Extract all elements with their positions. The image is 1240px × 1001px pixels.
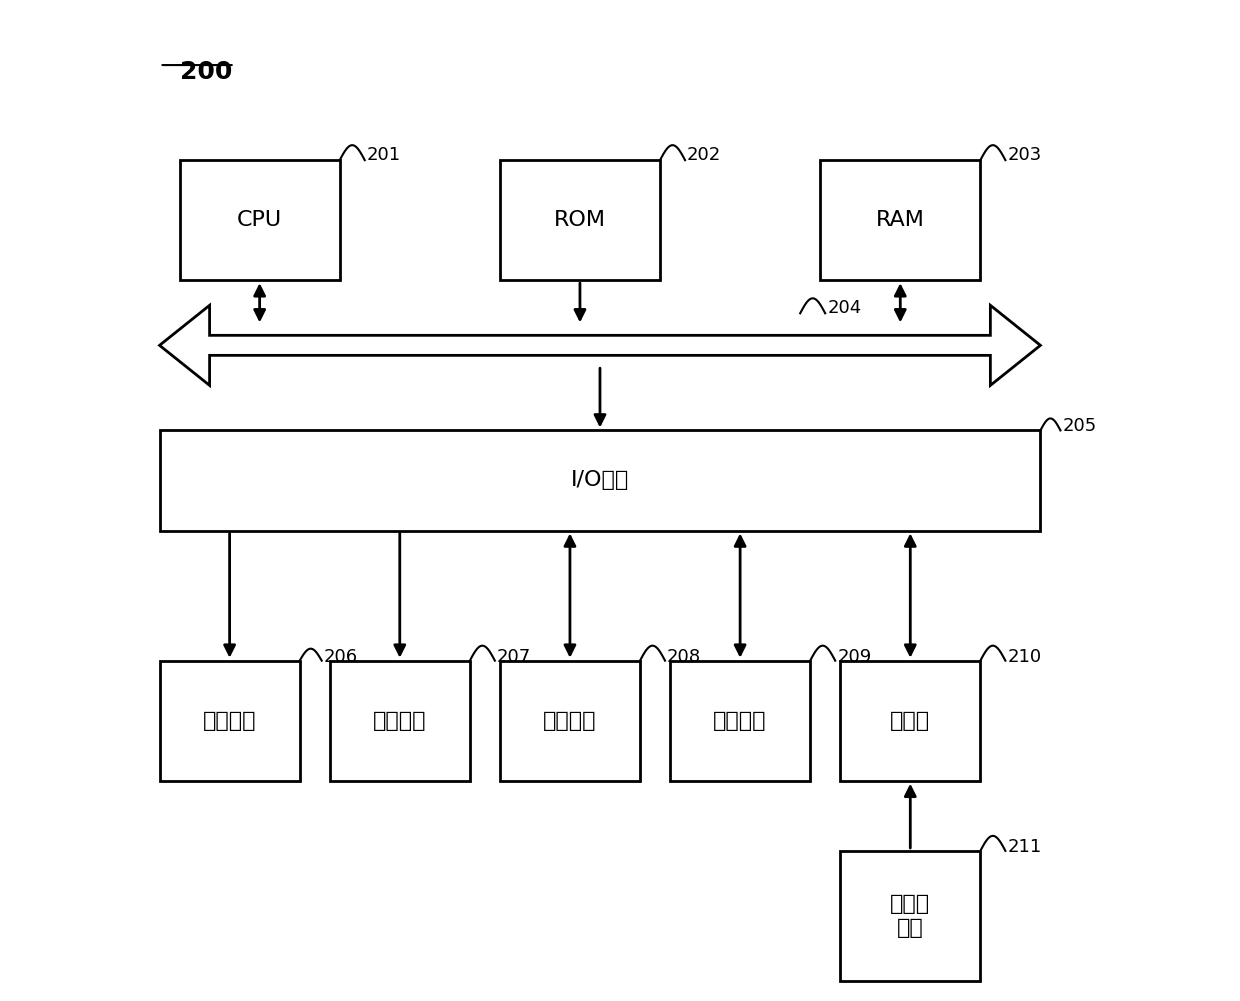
Text: 209: 209 — [837, 648, 872, 666]
FancyBboxPatch shape — [500, 661, 640, 781]
Text: RAM: RAM — [875, 210, 925, 230]
Text: 输入部分: 输入部分 — [203, 711, 257, 731]
FancyBboxPatch shape — [160, 661, 300, 781]
Text: 208: 208 — [667, 648, 701, 666]
FancyBboxPatch shape — [841, 661, 981, 781]
Text: 210: 210 — [1007, 648, 1042, 666]
Text: 207: 207 — [497, 648, 531, 666]
FancyBboxPatch shape — [820, 160, 981, 280]
Polygon shape — [160, 305, 1040, 385]
Text: I/O接口: I/O接口 — [570, 470, 629, 490]
Text: 201: 201 — [367, 146, 401, 164]
Text: 203: 203 — [1007, 146, 1042, 164]
Text: CPU: CPU — [237, 210, 283, 230]
Text: 储存部分: 储存部分 — [543, 711, 596, 731]
FancyBboxPatch shape — [330, 661, 470, 781]
Text: 输出部分: 输出部分 — [373, 711, 427, 731]
Text: ROM: ROM — [554, 210, 606, 230]
Text: 驱动器: 驱动器 — [890, 711, 930, 731]
Text: 可拆卸
介质: 可拆卸 介质 — [890, 894, 930, 938]
FancyBboxPatch shape — [841, 851, 981, 981]
FancyBboxPatch shape — [180, 160, 340, 280]
Text: 206: 206 — [324, 648, 358, 666]
Text: 211: 211 — [1007, 838, 1042, 856]
Text: 202: 202 — [687, 146, 722, 164]
FancyBboxPatch shape — [500, 160, 660, 280]
Text: 205: 205 — [1063, 417, 1096, 435]
Text: 通信部分: 通信部分 — [713, 711, 766, 731]
FancyBboxPatch shape — [160, 430, 1040, 531]
FancyBboxPatch shape — [670, 661, 810, 781]
Text: 204: 204 — [827, 299, 862, 317]
Text: 200: 200 — [180, 60, 232, 84]
